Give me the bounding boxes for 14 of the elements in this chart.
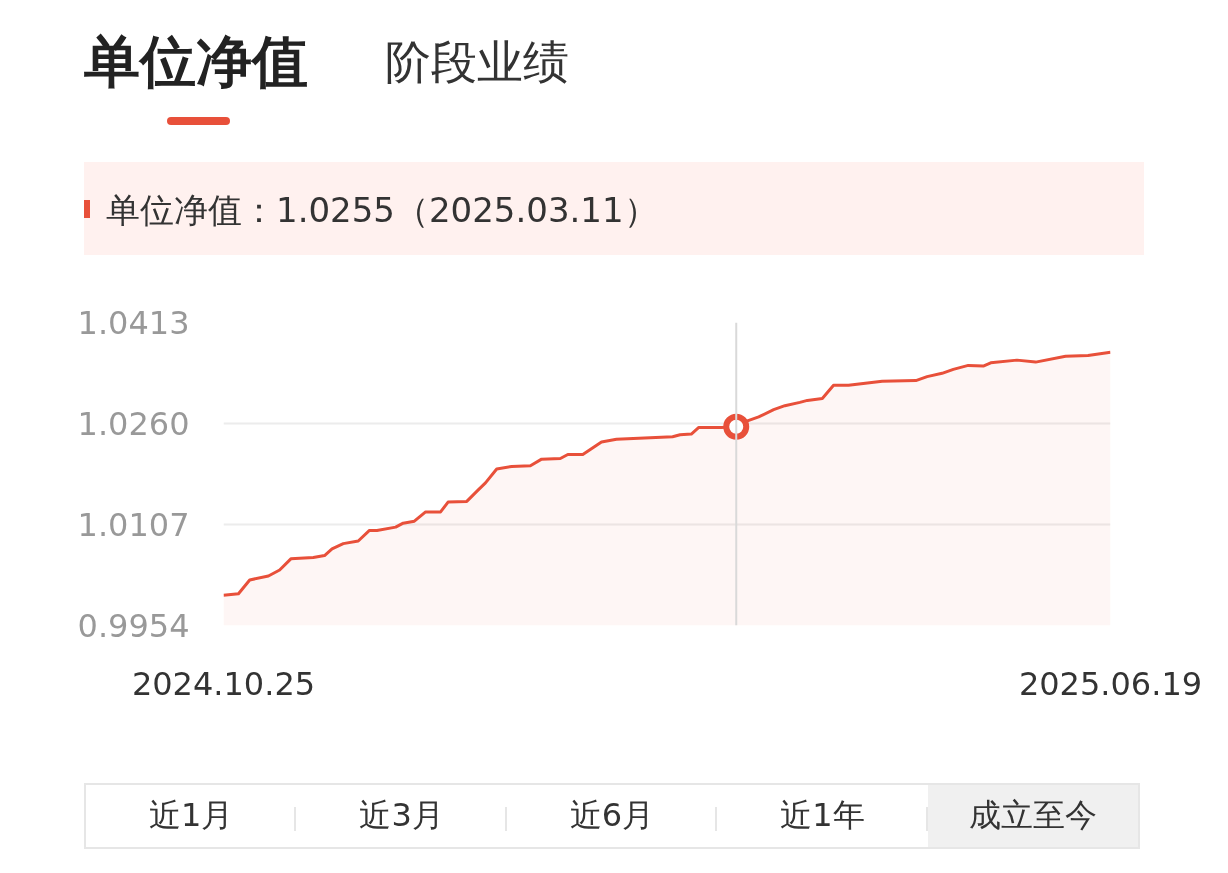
- text: 近1月: [86, 785, 297, 847]
- x-tick-label: 2024.10.25: [131, 664, 316, 703]
- text: 近6月: [506, 785, 718, 847]
- text: 阶段业绩: [385, 34, 569, 91]
- y-tick-label: 0.9954: [77, 607, 190, 645]
- y-tick-label: 1.0413: [77, 304, 190, 342]
- chart-title: 单位净值: [84, 28, 308, 96]
- text: 单位净值：1.0255（2025.03.11）: [106, 190, 658, 230]
- text: 成立至今: [927, 785, 1139, 847]
- text: 近3月: [296, 785, 507, 847]
- y-tick-label: 1.0260: [77, 405, 190, 443]
- text: 近1年: [717, 785, 928, 847]
- x-tick-label: 2025.06.19: [1018, 664, 1203, 703]
- y-tick-label: 1.0107: [77, 506, 190, 544]
